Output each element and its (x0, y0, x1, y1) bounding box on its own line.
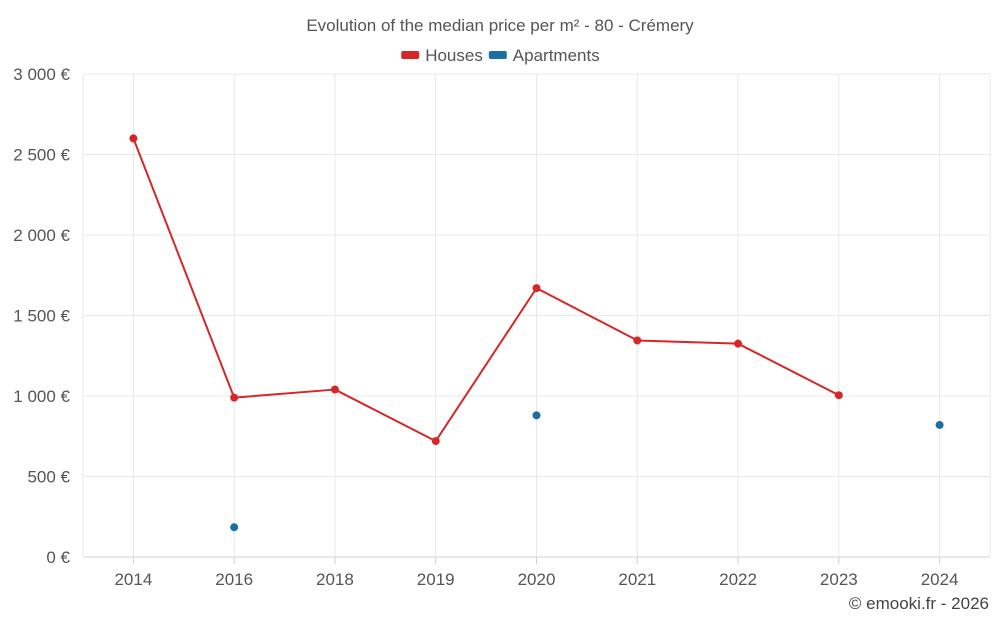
y-tick-label: 0 € (46, 548, 70, 567)
y-tick-label: 2 000 € (13, 226, 70, 245)
chart-title: Evolution of the median price per m² - 8… (306, 16, 694, 35)
legend: Houses Apartments (401, 46, 600, 65)
y-tick-label: 1 000 € (13, 387, 70, 406)
legend-item-houses[interactable]: Houses (401, 46, 483, 65)
x-tick-label: 2014 (114, 570, 152, 589)
x-tick-label: 2016 (215, 570, 253, 589)
data-point-apartments[interactable] (230, 523, 239, 532)
x-tick-label: 2018 (316, 570, 354, 589)
data-point-houses[interactable] (734, 339, 743, 348)
series-houses (129, 134, 843, 446)
y-tick-label: 3 000 € (13, 65, 70, 84)
data-point-apartments[interactable] (532, 411, 541, 420)
x-tick-label: 2024 (921, 570, 959, 589)
data-point-houses[interactable] (834, 391, 843, 400)
data-point-houses[interactable] (330, 385, 339, 394)
data-point-apartments[interactable] (935, 420, 944, 429)
series-apartments (230, 411, 944, 532)
legend-swatch-apartments (488, 51, 507, 59)
data-point-houses[interactable] (431, 437, 440, 446)
x-tick-label: 2023 (820, 570, 858, 589)
x-tick-label: 2022 (719, 570, 757, 589)
y-tick-label: 1 500 € (13, 307, 70, 326)
data-point-houses[interactable] (230, 393, 239, 402)
x-tick-label: 2019 (417, 570, 455, 589)
x-tick-label: 2020 (518, 570, 556, 589)
data-point-houses[interactable] (532, 284, 541, 293)
series-line-houses (132, 138, 840, 443)
legend-swatch-houses (401, 51, 420, 59)
legend-item-apartments[interactable]: Apartments (488, 46, 600, 65)
data-point-houses[interactable] (129, 134, 138, 143)
y-tick-label: 500 € (27, 468, 70, 487)
data-point-houses[interactable] (633, 336, 642, 345)
plot-area: 0 € 500 € 1 000 € 1 500 € 2 000 € 2 500 € 3 00… (13, 65, 991, 589)
legend-label-houses: Houses (425, 46, 483, 65)
y-tick-label: 2 500 € (13, 146, 70, 165)
credit-text: © emooki.fr - 2026 (849, 594, 989, 613)
legend-label-apartments: Apartments (513, 46, 600, 65)
x-tick-label: 2021 (618, 570, 656, 589)
